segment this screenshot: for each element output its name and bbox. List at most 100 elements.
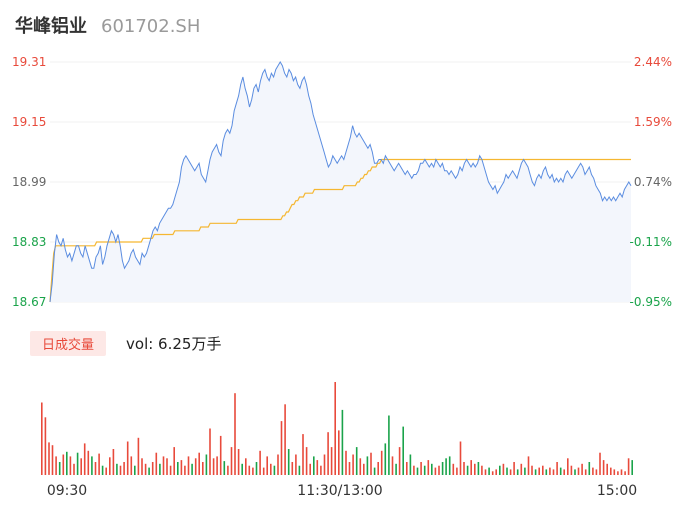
volume-bar [177, 462, 179, 475]
volume-bar [423, 465, 426, 475]
volume-bar [588, 462, 591, 475]
volume-bar [305, 447, 308, 475]
volume-bar [141, 458, 143, 475]
stock-header: 华峰铝业 601702.SH [15, 12, 200, 40]
volume-bar [538, 467, 540, 475]
volume-bar [316, 460, 319, 475]
volume-bar [187, 456, 190, 475]
volume-bar [438, 465, 440, 475]
volume-bar [83, 443, 86, 475]
volume-bar [73, 463, 75, 475]
volume-bar [295, 454, 297, 475]
volume-bar [567, 458, 569, 475]
volume-bar [563, 469, 565, 475]
volume-bar [248, 465, 251, 475]
volume-bar [617, 471, 619, 475]
y-axis-right: 2.44% 1.59% 0.74% -0.11% -0.95% [630, 55, 672, 309]
volume-bar [262, 467, 265, 475]
y-tick-right: -0.11% [630, 235, 672, 249]
y-tick-left: 18.67 [12, 295, 46, 309]
volume-bar [524, 467, 526, 475]
volume-bar [76, 452, 79, 475]
volume-bar [355, 447, 358, 475]
volume-bar [98, 453, 100, 475]
volume-bar [363, 463, 365, 475]
volume-bar [173, 447, 175, 475]
daily-volume-badge[interactable]: 日成交量 [30, 330, 107, 356]
volume-bar [338, 430, 340, 475]
volume-bar [409, 454, 412, 475]
volume-bar [366, 456, 369, 475]
volume-bar [470, 460, 472, 475]
volume-bar [230, 447, 233, 475]
volume-bar [592, 467, 594, 475]
volume-bar [509, 469, 512, 475]
average-price-line [49, 158, 631, 303]
volume-bar [499, 465, 501, 475]
x-tick-label: 15:00 [597, 483, 637, 499]
volume-bar [194, 458, 197, 475]
y-tick-right: 0.74% [634, 175, 672, 189]
volume-bar [198, 452, 200, 475]
volume-bar [416, 467, 419, 475]
volume-bar [259, 450, 261, 475]
volume-bar [341, 409, 344, 475]
volume-bar [116, 463, 118, 475]
volume-bar [527, 456, 530, 475]
volume-readout: vol: 6.25万手 [126, 334, 222, 353]
volume-bar [151, 462, 154, 475]
volume-bar [137, 437, 140, 475]
volume-bar [441, 462, 444, 475]
volume-bar [245, 458, 247, 475]
y-tick-left: 19.31 [12, 55, 46, 69]
volume-bar [334, 382, 336, 475]
volume-bar [545, 469, 548, 475]
volume-bar [166, 458, 168, 475]
volume-bar [144, 463, 147, 475]
volume-bar [219, 435, 222, 475]
volume-bar [112, 449, 115, 475]
volume-bar [627, 458, 630, 475]
volume-header: 日成交量 vol: 6.25万手 [30, 330, 222, 356]
price-area-fill [50, 62, 631, 302]
volume-bar [610, 467, 612, 475]
volume-bar [123, 462, 125, 475]
volume-bar [155, 452, 158, 475]
y-tick-left: 19.15 [12, 115, 46, 129]
volume-bar [624, 471, 626, 475]
volume-bar [477, 462, 480, 475]
volume-bar [327, 432, 329, 475]
volume-bar [234, 393, 236, 475]
volume-bar [87, 450, 90, 475]
y-tick-right: 2.44% [634, 55, 672, 69]
y-tick-right: 1.59% [634, 115, 672, 129]
volume-bar [202, 462, 204, 475]
volume-bar [302, 434, 304, 475]
stock-name: 华峰铝业 [15, 16, 87, 37]
volume-bar [330, 447, 333, 475]
volume-bar [466, 465, 469, 475]
volume-bar [223, 461, 226, 475]
volume-bar [484, 469, 487, 475]
volume-bars [41, 382, 633, 476]
volume-bar [445, 458, 447, 475]
volume-bar [66, 451, 68, 476]
volume-bar [531, 465, 533, 475]
volume-bar [395, 463, 397, 475]
volume-bar [169, 465, 172, 475]
volume-bar [323, 454, 326, 475]
volume-bar [105, 467, 107, 475]
volume-bar [570, 465, 573, 475]
volume-bar [91, 456, 93, 475]
volume-bar [101, 465, 104, 475]
volume-bar [284, 404, 286, 475]
volume-bar [481, 465, 483, 475]
volume-bar [574, 469, 576, 475]
volume-bar [227, 465, 229, 475]
y-tick-left: 18.83 [12, 235, 46, 249]
volume-bar [431, 463, 433, 475]
volume-bar [55, 456, 57, 475]
volume-bar [255, 462, 258, 475]
volume-bar [613, 469, 616, 475]
